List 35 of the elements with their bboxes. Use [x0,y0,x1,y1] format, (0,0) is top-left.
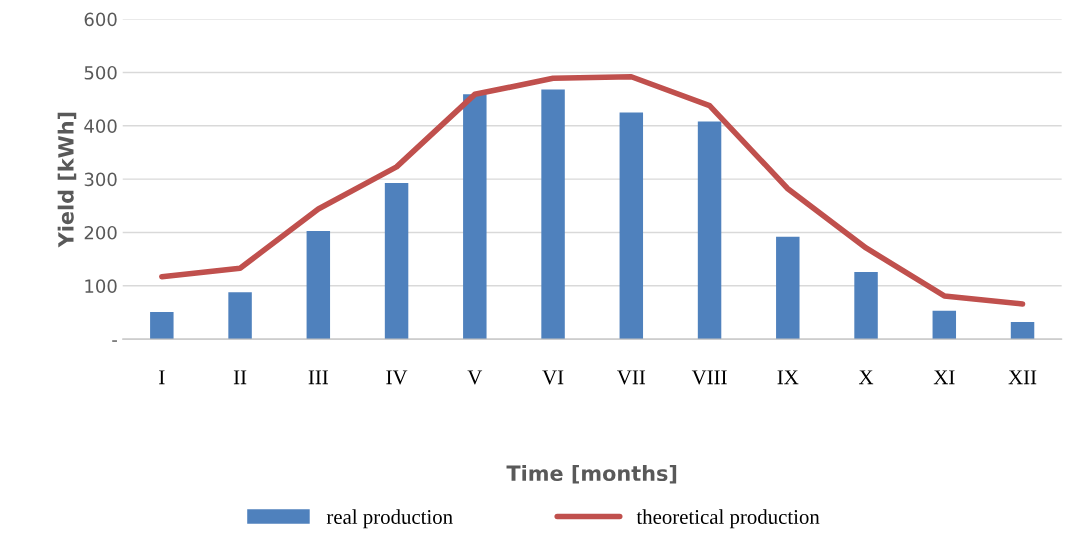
x-tick-label: II [233,370,247,385]
x-tick-label: XI [933,370,955,385]
bar [697,121,722,340]
x-tick-label: V [467,370,483,385]
bar [776,236,800,340]
x-tick-label: I [159,370,165,385]
x-tick-label: VI [542,370,564,385]
x-tick-label: XII [1008,370,1037,385]
y-tick-label: 500 [84,65,117,80]
y-tick-label: 400 [84,119,117,133]
bar [854,271,878,340]
bar [306,230,331,340]
bar [1010,322,1035,340]
bar [228,292,252,340]
x-axis-title: Time [months] [506,464,677,484]
y-tick-label: 200 [84,225,117,240]
x-tick-label: IV [386,370,408,385]
x-tick-label: III [308,370,328,385]
bar [541,89,565,340]
bar [463,94,487,340]
y-tick-label: - [112,340,117,342]
y-axis-title: Yield [kWh] [57,112,77,248]
legend-label: real production [326,509,453,529]
bar [384,182,409,340]
y-tick-label: 300 [84,172,117,187]
x-tick-label: VIII [691,370,727,385]
legend-label: theoretical production [636,509,820,529]
y-tick-label: 600 [84,12,117,27]
x-tick-label: X [858,370,874,385]
bar [932,310,957,340]
x-tick-label: IX [777,370,799,385]
y-tick-label: 100 [85,279,117,293]
bar [619,112,644,340]
bar [150,311,174,340]
x-tick-label: VII [617,370,646,385]
